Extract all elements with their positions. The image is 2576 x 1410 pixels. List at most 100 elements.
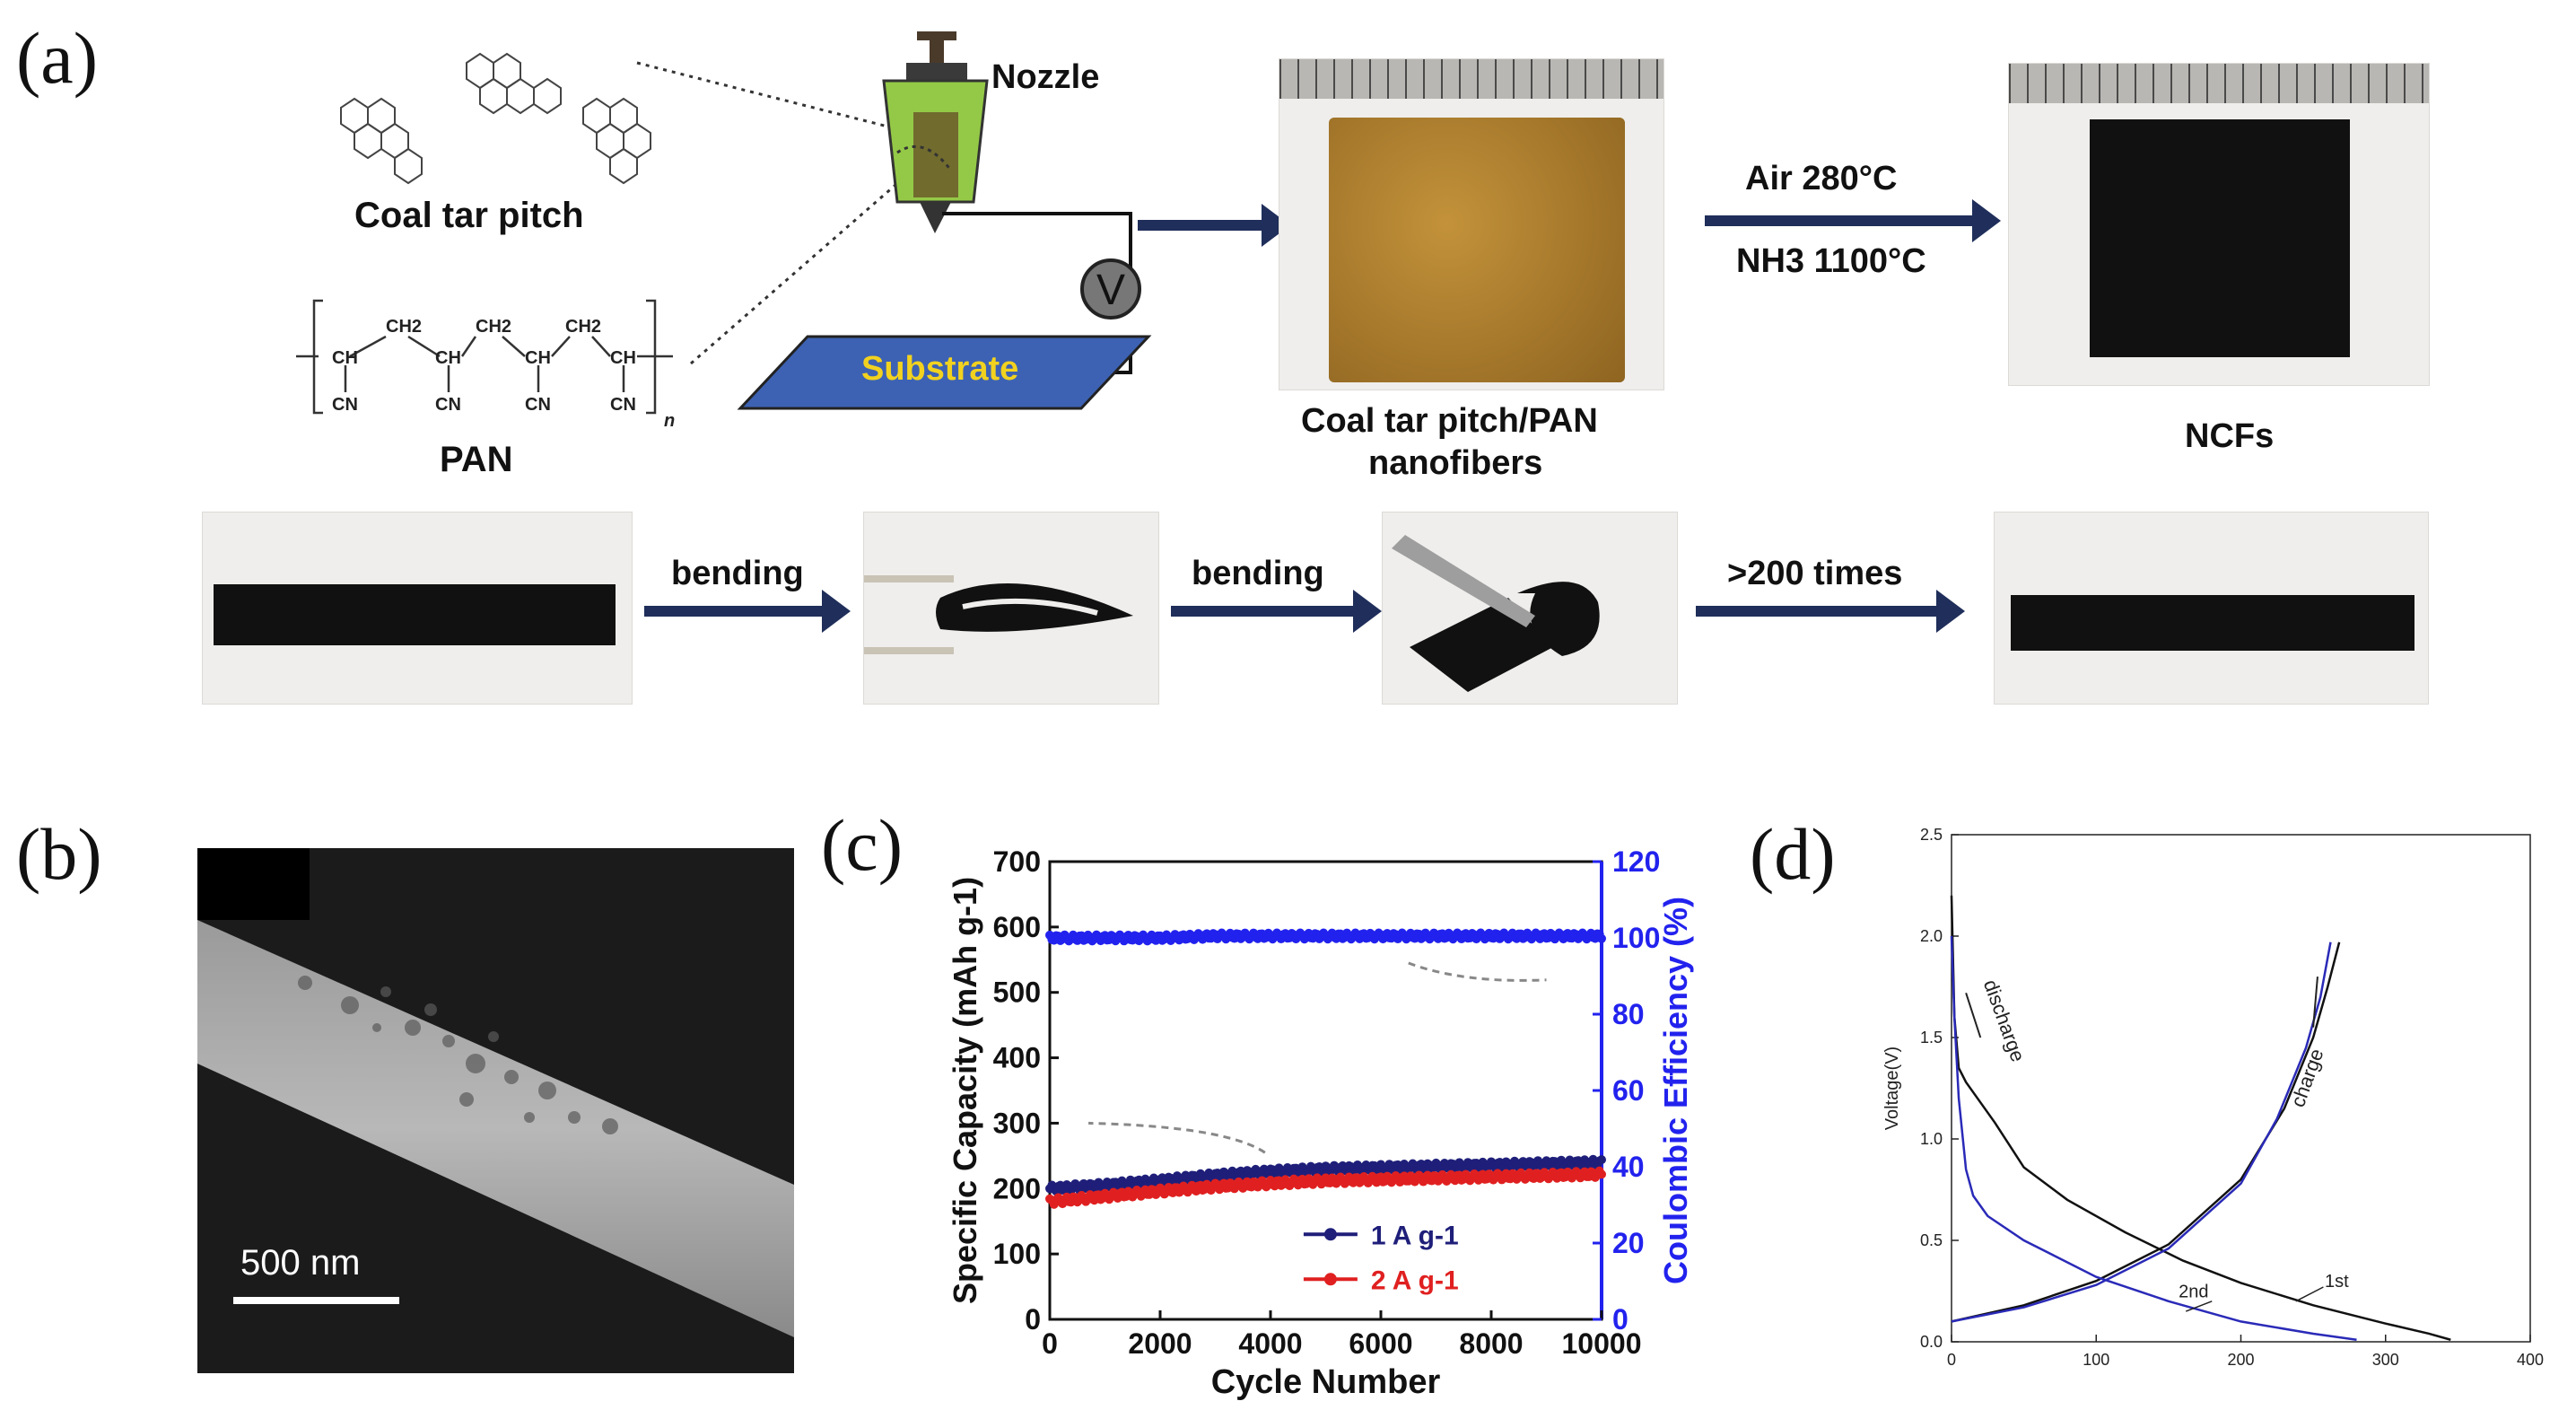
pan-cn: CN bbox=[332, 395, 358, 415]
data-point bbox=[1597, 1155, 1606, 1165]
charge-arrow bbox=[2312, 976, 2318, 1028]
x-tick-label: 300 bbox=[2372, 1351, 2399, 1369]
ncf-strip bbox=[2011, 595, 2414, 651]
y-tick-label: 0 bbox=[1025, 1303, 1041, 1336]
data-point bbox=[1597, 933, 1606, 943]
y2-tick-label: 80 bbox=[1612, 998, 1645, 1030]
coal-tar-pitch-label: Coal tar pitch bbox=[354, 196, 584, 235]
data-point bbox=[1597, 1169, 1606, 1179]
annotation-discharge: discharge bbox=[1979, 976, 2030, 1064]
panel-c-letter: (c) bbox=[821, 804, 904, 886]
panel-d-letter: (d) bbox=[1750, 813, 1836, 895]
times-arrow bbox=[1696, 590, 1965, 633]
y-tick-label: 2.0 bbox=[1920, 927, 1943, 945]
pan-cn: CN bbox=[435, 395, 461, 415]
panel-b-letter: (b) bbox=[16, 813, 102, 895]
series-2 bbox=[1045, 928, 1606, 946]
sem-image: 500 nm bbox=[197, 848, 794, 1373]
fibers-label-line2: nanofibers bbox=[1368, 444, 1543, 482]
sem-black-corner bbox=[197, 848, 310, 920]
bending-label-1: bending bbox=[671, 555, 804, 592]
bent-strip-photo bbox=[863, 512, 1159, 705]
twisted-strip-photo bbox=[1382, 512, 1678, 705]
x-tick-label: 100 bbox=[2083, 1351, 2109, 1369]
pan-ch: CH bbox=[610, 348, 636, 368]
y-tick-label: 1.5 bbox=[1920, 1029, 1943, 1047]
curve-1st-0 bbox=[1950, 895, 2451, 1341]
legend-label: 2 A g-1 bbox=[1371, 1265, 1459, 1295]
ruler bbox=[2009, 64, 2429, 103]
series-1 bbox=[1045, 1166, 1606, 1209]
pan-ch: CH bbox=[525, 348, 551, 368]
y2-tick-label: 20 bbox=[1612, 1227, 1645, 1259]
y-tick-label: 2.5 bbox=[1920, 826, 1943, 844]
guide-arrow-left bbox=[1088, 1121, 1266, 1154]
pan-structure: CH CH2 CH CH2 CH CH2 CH CN CN CN CN n bbox=[296, 299, 675, 431]
ruler bbox=[1279, 59, 1663, 99]
bent-strip bbox=[864, 575, 1133, 654]
y2-tick-label: 60 bbox=[1612, 1074, 1645, 1107]
substrate-label: Substrate bbox=[861, 350, 1019, 388]
pan-ch: CH bbox=[332, 348, 358, 368]
voltage-label: V bbox=[1096, 267, 1126, 314]
ncf-film bbox=[2090, 119, 2350, 357]
pan-cn: CN bbox=[525, 395, 551, 415]
x-tick-label: 0 bbox=[1042, 1327, 1058, 1360]
ncf-strip-photo-1 bbox=[202, 512, 633, 705]
y-axis-label: Voltage(V) bbox=[1882, 1047, 1902, 1130]
y-tick-label: 300 bbox=[993, 1107, 1041, 1139]
pan-label: PAN bbox=[440, 440, 513, 479]
y-tick-label: 100 bbox=[993, 1238, 1041, 1270]
x-tick-label: 0 bbox=[1947, 1351, 1956, 1369]
legend-marker bbox=[1323, 1273, 1337, 1286]
capacity-chart: 0 2000 4000 6000 8000 10000010020030040050060… bbox=[947, 845, 1694, 1401]
x-tick-label: 6000 bbox=[1349, 1327, 1412, 1360]
anneal-nh3-label: NH3 1100°C bbox=[1736, 242, 1926, 280]
fibers-label-line1: Coal tar pitch/PAN bbox=[1301, 402, 1598, 440]
annotation-1st: 1st bbox=[2325, 1272, 2349, 1292]
pan-ch2: CH2 bbox=[386, 317, 422, 337]
voltage-chart: 0 100 200 300 400 0.0 0.5 1.0 1.5 2.0 2.5 Voltage(V… bbox=[1882, 826, 2544, 1369]
y-tick-label: 700 bbox=[993, 845, 1041, 878]
legend-label: 1 A g-1 bbox=[1371, 1221, 1459, 1250]
ncf-photo bbox=[2008, 63, 2430, 386]
legend-marker bbox=[1323, 1228, 1337, 1241]
discharge-arrow bbox=[1965, 992, 1982, 1038]
curve-1st-1 bbox=[1951, 941, 2341, 1323]
pan-ch: CH bbox=[435, 348, 461, 368]
pan-n: n bbox=[664, 411, 675, 431]
ncf-strip-photo-2 bbox=[1994, 512, 2429, 705]
plot-frame bbox=[1951, 834, 2531, 1343]
nozzle-label: Nozzle bbox=[991, 58, 1100, 96]
pan-ch2: CH2 bbox=[476, 317, 511, 337]
anneal-air-label: Air 280°C bbox=[1745, 160, 1898, 197]
y-tick-label: 400 bbox=[993, 1042, 1041, 1074]
y-tick-label: 0.0 bbox=[1920, 1333, 1943, 1351]
leader-1st bbox=[2295, 1286, 2324, 1302]
y-tick-label: 200 bbox=[993, 1172, 1041, 1204]
x-tick-label: 2000 bbox=[1128, 1327, 1192, 1360]
anneal-arrow bbox=[1705, 199, 2001, 242]
ncfs-label: NCFs bbox=[2185, 417, 2275, 455]
y-tick-label: 600 bbox=[993, 911, 1041, 943]
y2-axis-label: Coulombic Efficiency (%) bbox=[1657, 897, 1694, 1284]
y-tick-label: 1.0 bbox=[1920, 1130, 1943, 1148]
y-tick-label: 500 bbox=[993, 976, 1041, 1009]
twisted-strip bbox=[1392, 535, 1600, 692]
annotation-2nd: 2nd bbox=[2179, 1282, 2208, 1301]
scale-bar bbox=[233, 1297, 399, 1304]
x-tick-label: 8000 bbox=[1459, 1327, 1523, 1360]
y-tick-label: 0.5 bbox=[1920, 1231, 1943, 1249]
x-tick-label: 200 bbox=[2227, 1351, 2254, 1369]
ncf-strip bbox=[214, 584, 616, 645]
y2-tick-label: 0 bbox=[1612, 1303, 1629, 1336]
x-axis-label: Cycle Number bbox=[1211, 1363, 1441, 1401]
y2-tick-label: 120 bbox=[1612, 845, 1660, 878]
y-axis-label: Specific Capacity (mAh g-1) bbox=[947, 877, 983, 1304]
coal-tar-pitch-molecules bbox=[340, 52, 651, 185]
scale-bar-label: 500 nm bbox=[240, 1243, 361, 1283]
x-tick-label: 4000 bbox=[1238, 1327, 1302, 1360]
leader-2nd bbox=[2185, 1301, 2213, 1312]
fiber-mat-photo bbox=[1279, 58, 1664, 390]
x-tick-label: 400 bbox=[2517, 1351, 2544, 1369]
